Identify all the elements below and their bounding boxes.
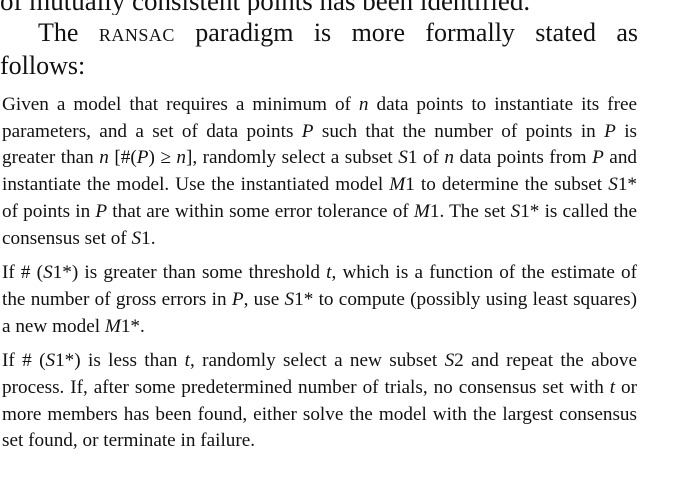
step-2-paragraph: If # (S1*) is greater than some threshol… (2, 262, 638, 337)
cut-off-line: of mutually consistent points has been i… (0, 0, 531, 15)
intro-paragraph: The ransac paradigm is more formally sta… (0, 18, 639, 80)
step-1-paragraph: Given a model that requires a minimum of… (2, 94, 638, 249)
algorithm-steps: Given a model that requires a minimum of… (2, 92, 637, 463)
ransac-term: ransac (98, 18, 175, 47)
step-3-paragraph: If # (S1*) is less than t, randomly sele… (2, 350, 637, 452)
